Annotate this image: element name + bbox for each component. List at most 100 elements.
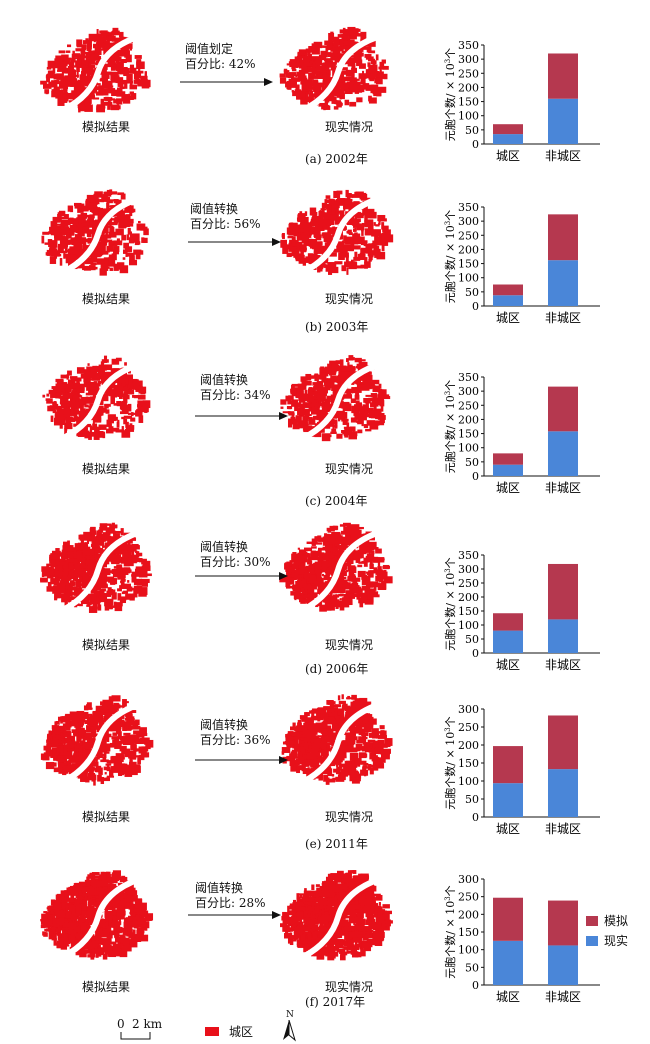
map-patch — [78, 54, 83, 60]
map-patch — [374, 252, 380, 258]
map-patch — [346, 267, 349, 275]
map-patch — [110, 756, 117, 762]
map-patch — [354, 265, 363, 269]
map-patch — [62, 95, 67, 99]
map-patch — [50, 735, 53, 744]
map-patch — [120, 736, 123, 744]
map-patch — [331, 56, 338, 61]
map-patch — [326, 239, 332, 247]
y-tick-label: 200 — [458, 413, 479, 426]
map-patch — [107, 414, 116, 422]
map-patch — [340, 67, 348, 71]
map-patch — [332, 542, 340, 547]
map-patch — [94, 253, 101, 258]
y-tick-label: 0 — [472, 470, 479, 483]
map-patch — [143, 228, 149, 236]
map-patch — [115, 429, 124, 433]
map-patch — [311, 70, 316, 77]
map-patch — [104, 191, 112, 195]
map-patch — [308, 72, 314, 80]
map-patch — [330, 64, 336, 71]
map-patch — [61, 740, 66, 744]
map-patch — [64, 422, 73, 430]
map-patch — [288, 577, 295, 585]
map-patch — [379, 725, 385, 730]
map-patch — [346, 773, 352, 776]
map-patch — [322, 212, 326, 215]
map-patch — [99, 589, 105, 596]
map-patch — [311, 546, 317, 549]
map-patch — [299, 224, 306, 229]
map-patch — [305, 422, 308, 426]
map-patch — [141, 746, 149, 752]
map-patch — [79, 563, 86, 570]
map-patch — [294, 405, 299, 412]
map-patch — [310, 226, 316, 235]
map-patch — [312, 79, 319, 84]
map-patch — [383, 564, 390, 570]
map-patch — [346, 358, 349, 363]
map-patch — [377, 739, 385, 744]
map-patch — [135, 755, 142, 758]
map-patch — [109, 205, 114, 208]
map-patch — [338, 70, 347, 75]
map-patch — [99, 569, 109, 575]
map-patch — [338, 763, 347, 768]
map-patch — [327, 363, 334, 368]
map-patch — [96, 91, 104, 96]
map-patch — [342, 430, 349, 435]
map-patch — [337, 600, 345, 606]
map-patch — [94, 250, 104, 256]
map-patch — [373, 567, 378, 573]
map-patch — [129, 218, 134, 224]
map-patch — [113, 566, 117, 569]
map-patch — [316, 392, 324, 398]
map-patch — [123, 391, 133, 395]
map-patch — [74, 578, 83, 582]
y-axis-label: 元胞个数/ × 103个 — [444, 557, 457, 650]
map-patch — [299, 551, 308, 555]
map-patch — [323, 709, 326, 712]
map-patch — [67, 551, 74, 558]
map-patch — [341, 418, 349, 422]
map-patch — [348, 537, 355, 544]
map-patch — [107, 63, 117, 68]
map-patch — [337, 102, 343, 106]
map-patch — [80, 538, 84, 544]
map-patch — [319, 390, 325, 395]
map-patch — [297, 402, 301, 408]
map-patch — [63, 589, 72, 592]
map-patch — [105, 527, 110, 536]
map-patch — [71, 764, 76, 771]
map-patch — [301, 379, 307, 387]
y-tick-label: 100 — [458, 272, 479, 285]
map-patch — [83, 767, 86, 773]
map-patch — [370, 410, 379, 419]
map-patch — [91, 760, 95, 764]
map-patch — [79, 740, 85, 746]
map-patch — [297, 590, 301, 599]
map-patch — [103, 101, 113, 106]
map-patch — [87, 568, 95, 576]
map-patch — [113, 199, 119, 204]
map-patch — [86, 387, 94, 391]
map-patch — [110, 588, 114, 595]
x-tick-label: 城区 — [496, 149, 520, 163]
map-patch — [352, 428, 355, 433]
map-patch — [290, 566, 295, 573]
map-patch — [116, 564, 123, 572]
map-patch — [326, 209, 332, 213]
map-patch — [108, 711, 113, 714]
map-patch — [58, 50, 66, 54]
map-patch — [45, 75, 55, 79]
map-patch — [347, 261, 356, 267]
map-patch — [104, 211, 108, 216]
map-patch — [116, 211, 123, 219]
map-patch — [117, 192, 125, 196]
map-patch — [93, 554, 102, 560]
map-patch — [292, 576, 300, 580]
map-patch — [66, 416, 73, 422]
map-patch — [309, 207, 317, 216]
